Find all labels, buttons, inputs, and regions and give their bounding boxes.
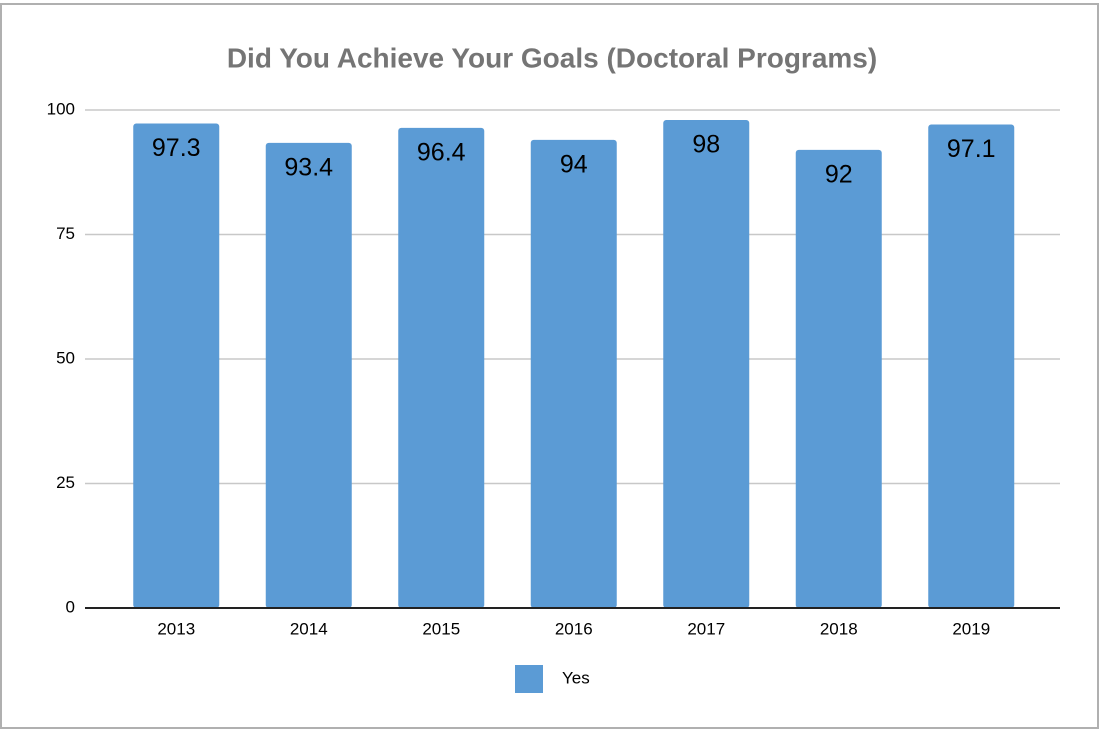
data-label: 96.4 — [417, 139, 466, 167]
data-label: 97.3 — [152, 134, 201, 162]
y-tick-label: 100 — [47, 99, 75, 118]
x-tick-label: 2013 — [157, 619, 195, 638]
chart-title: Did You Achieve Your Goals (Doctoral Pro… — [227, 42, 877, 73]
bar — [265, 142, 352, 609]
data-label: 93.4 — [284, 153, 333, 181]
bar — [398, 127, 485, 608]
data-label: 97.1 — [947, 135, 996, 163]
bar — [663, 119, 750, 609]
x-tick-label: 2016 — [555, 619, 593, 638]
bar — [133, 123, 220, 609]
x-tick-label: 2015 — [422, 619, 460, 638]
legend-label: Yes — [562, 668, 590, 687]
data-label: 94 — [560, 150, 588, 178]
y-tick-label: 75 — [56, 224, 75, 243]
y-tick-label: 0 — [66, 597, 75, 616]
y-tick-label: 25 — [56, 473, 75, 492]
x-tick-label: 2019 — [952, 619, 990, 638]
data-label: 98 — [692, 131, 720, 159]
y-tick-label: 50 — [56, 348, 75, 367]
bar — [928, 124, 1015, 608]
legend-swatch — [515, 665, 543, 693]
x-tick-label: 2017 — [687, 619, 725, 638]
bar — [795, 149, 882, 608]
x-tick-label: 2018 — [820, 619, 858, 638]
x-tick-label: 2014 — [290, 619, 328, 638]
data-label: 92 — [825, 160, 853, 188]
bar — [530, 139, 617, 608]
